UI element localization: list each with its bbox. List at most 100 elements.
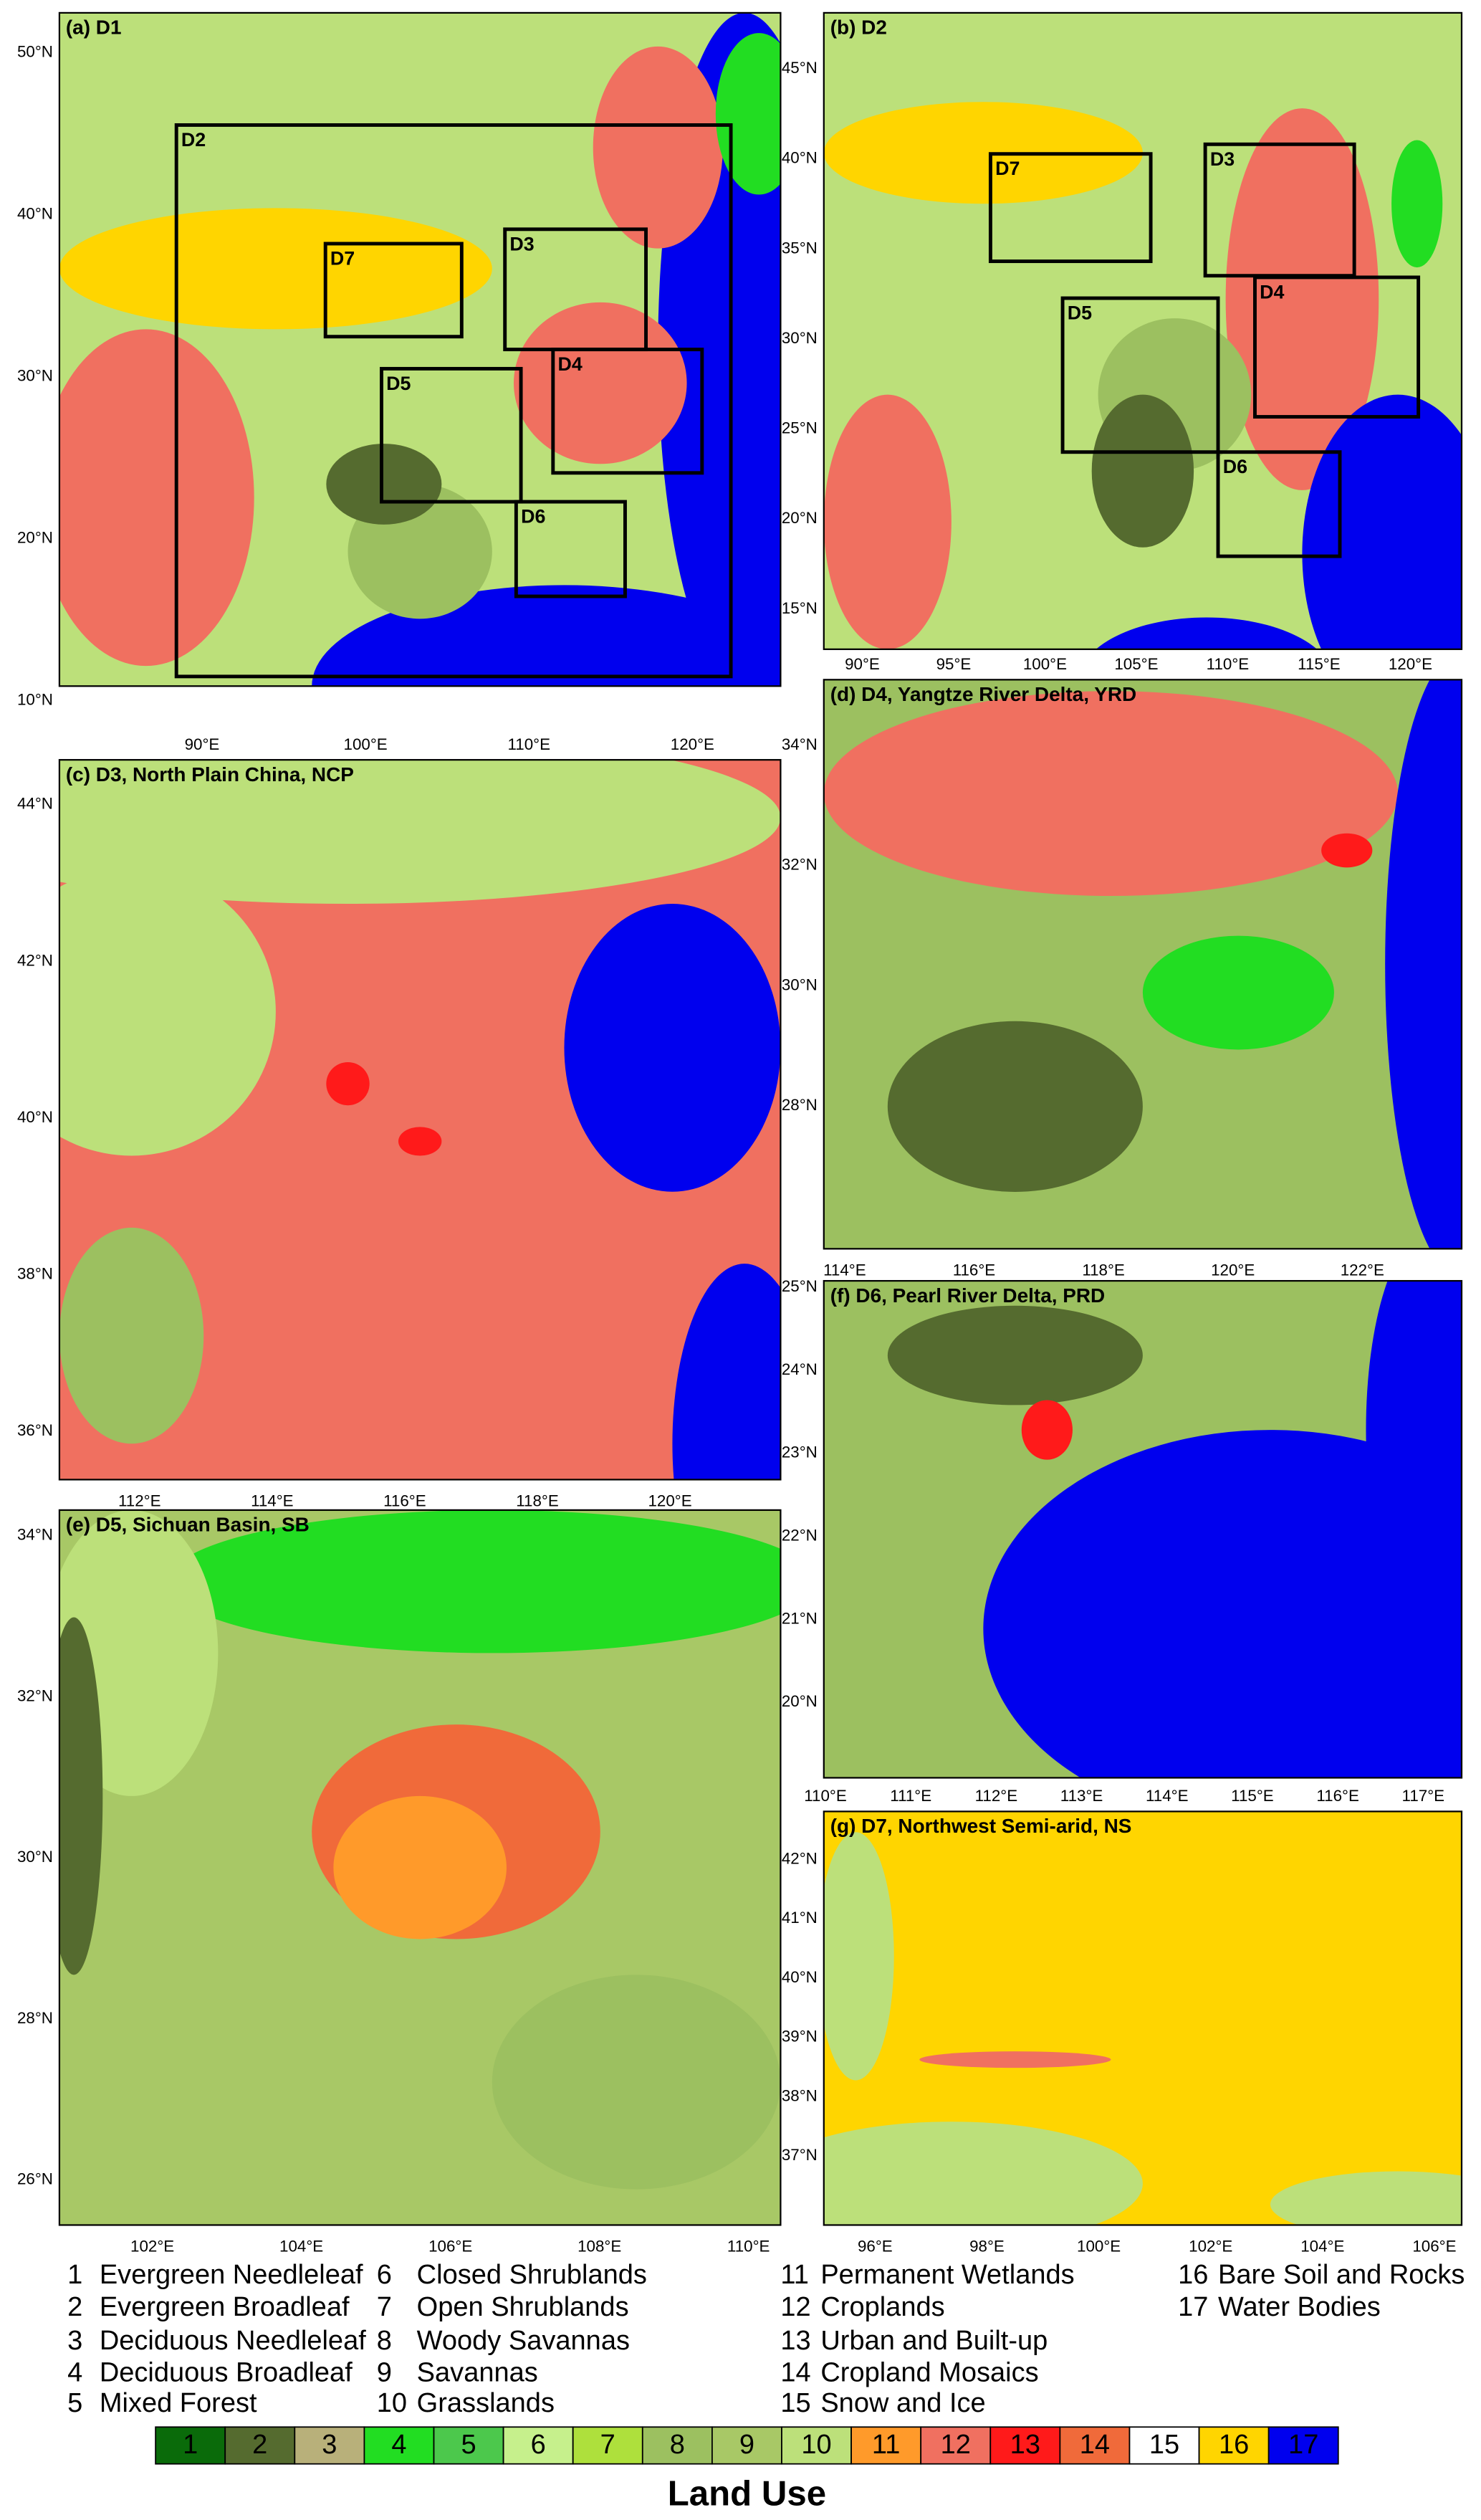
legend-number: 11 — [780, 2260, 808, 2290]
y-tick-label: 42°N — [17, 951, 53, 969]
legend-name: Deciduous Needleleaf — [100, 2326, 366, 2356]
x-tick-label: 95°E — [936, 655, 972, 673]
x-tick-label: 112°E — [118, 1492, 161, 1510]
domain-box — [551, 348, 704, 475]
y-tick-label: 41°N — [782, 1909, 818, 1927]
colorbar-cell — [155, 2426, 226, 2465]
y-tick-label: 21°N — [782, 1609, 818, 1627]
panel-title: (a) D1 — [66, 16, 122, 39]
land-patch — [564, 904, 781, 1192]
x-tick-label: 96°E — [858, 2238, 893, 2256]
legend-number: 16 — [1178, 2260, 1208, 2290]
x-tick-label: 104°E — [1300, 2238, 1344, 2256]
y-tick-label: 40°N — [782, 1968, 818, 1986]
colorbar-cell — [920, 2426, 992, 2465]
map-panel — [823, 679, 1462, 1249]
land-patch — [59, 1617, 103, 1975]
map-frame — [58, 759, 782, 1481]
x-tick-label: 100°E — [344, 735, 388, 753]
legend-number: 1 — [67, 2260, 82, 2290]
domain-box — [380, 366, 523, 504]
land-patch — [919, 2051, 1111, 2068]
land-patch — [1096, 617, 1318, 649]
land-patch — [514, 302, 687, 464]
colorbar-label: 8 — [670, 2430, 685, 2460]
domain-box — [1216, 450, 1342, 558]
y-tick-label: 32°N — [782, 856, 818, 874]
x-tick-label: 111°E — [890, 1787, 931, 1805]
domain-label: D4 — [1260, 281, 1284, 302]
x-tick-label: 106°E — [1412, 2238, 1456, 2256]
y-tick-label: 25°N — [782, 419, 818, 437]
land-patch — [333, 1795, 507, 1939]
y-tick-label: 23°N — [782, 1443, 818, 1461]
land-patch — [672, 1264, 781, 1480]
legend-name: Mixed Forest — [100, 2388, 257, 2418]
colorbar-label: 10 — [801, 2430, 831, 2460]
map-frame — [58, 11, 782, 687]
land-patch — [59, 760, 781, 904]
colorbar-cell — [502, 2426, 574, 2465]
map-frame — [823, 11, 1463, 650]
domain-box — [174, 123, 733, 679]
legend-number: 6 — [377, 2260, 392, 2290]
land-patch — [59, 867, 276, 1156]
colorbar-label: 5 — [461, 2430, 476, 2460]
x-tick-label: 102°E — [1189, 2238, 1232, 2256]
x-tick-label: 116°E — [1316, 1787, 1359, 1805]
land-patch — [887, 1021, 1143, 1192]
map-frame — [58, 1509, 782, 2226]
x-tick-label: 110°E — [508, 735, 551, 753]
legend-name: Permanent Wetlands — [820, 2260, 1074, 2290]
legend-name: Cropland Mosaics — [820, 2358, 1038, 2388]
y-tick-label: 38°N — [17, 1265, 53, 1283]
x-tick-label: 114°E — [823, 1261, 866, 1279]
legend-name: Evergreen Needleleaf — [100, 2260, 363, 2290]
legend-name: Bare Soil and Rocks — [1218, 2260, 1465, 2290]
legend-number: 8 — [377, 2326, 392, 2356]
panel-title: (g) D7, Northwest Semi-arid, NS — [830, 1815, 1132, 1837]
colorbar-label: 3 — [322, 2430, 337, 2460]
domain-label: D4 — [558, 353, 583, 375]
land-patch — [1142, 935, 1334, 1050]
colorbar-label: 2 — [252, 2430, 267, 2460]
legend-number: 17 — [1178, 2292, 1208, 2322]
x-tick-label: 118°E — [516, 1492, 559, 1510]
x-tick-label: 112°E — [975, 1787, 1018, 1805]
y-tick-label: 34°N — [782, 735, 818, 753]
y-tick-label: 32°N — [17, 1686, 53, 1704]
legend-name: Croplands — [820, 2292, 944, 2322]
y-tick-label: 45°N — [782, 59, 818, 77]
legend-number: 12 — [780, 2292, 810, 2322]
x-tick-label: 114°E — [1146, 1787, 1189, 1805]
x-tick-label: 115°E — [1298, 655, 1341, 673]
colorbar-cell — [711, 2426, 782, 2465]
domain-box — [1253, 275, 1421, 419]
y-tick-label: 37°N — [782, 2146, 818, 2164]
y-tick-label: 40°N — [17, 1108, 53, 1126]
x-tick-label: 106°E — [428, 2238, 472, 2256]
colorbar-cell — [363, 2426, 435, 2465]
legend-name: Urban and Built-up — [820, 2326, 1048, 2356]
land-patch — [823, 1832, 894, 2081]
legend-number: 10 — [377, 2388, 407, 2418]
x-tick-label: 102°E — [130, 2238, 174, 2256]
land-patch — [1391, 140, 1443, 268]
x-tick-label: 105°E — [1114, 655, 1158, 673]
legend-number: 15 — [780, 2388, 810, 2418]
legend-name: Snow and Ice — [820, 2388, 985, 2418]
x-tick-label: 110°E — [1207, 655, 1250, 673]
y-tick-label: 39°N — [782, 2028, 818, 2046]
map-panel — [823, 1811, 1462, 2225]
colorbar-cell — [781, 2426, 852, 2465]
legend-name: Savannas — [417, 2358, 538, 2388]
legend-number: 4 — [67, 2358, 82, 2388]
land-patch — [492, 1975, 781, 2190]
legend-number: 3 — [67, 2326, 82, 2356]
colorbar-cell — [1128, 2426, 1200, 2465]
legend-name: Deciduous Broadleaf — [100, 2358, 353, 2388]
domain-label: D7 — [995, 158, 1020, 179]
y-tick-label: 34°N — [17, 1526, 53, 1544]
colorbar-label: 14 — [1080, 2430, 1110, 2460]
